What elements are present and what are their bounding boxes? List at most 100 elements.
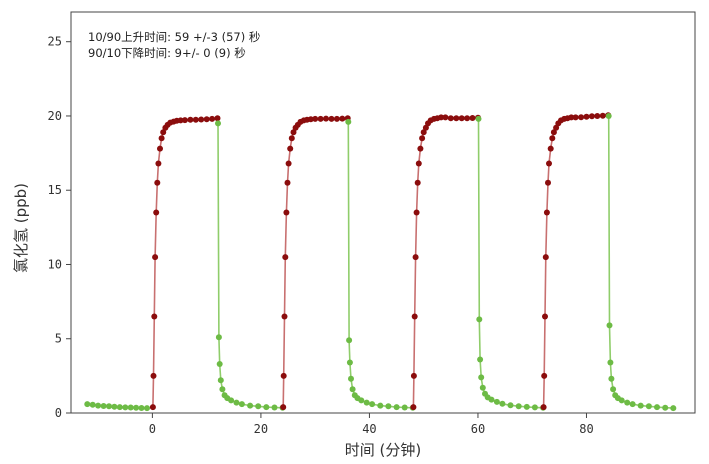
fall-data-point xyxy=(144,405,150,412)
fall-data-point xyxy=(238,401,245,408)
fall-data-point xyxy=(624,399,631,406)
fall-data-point xyxy=(531,404,538,411)
y-tick-label: 25 xyxy=(48,35,62,49)
fall-data-point xyxy=(84,401,91,408)
rise-data-point xyxy=(417,145,424,152)
fall-data-point xyxy=(116,404,123,411)
rise-data-point xyxy=(413,209,420,216)
fall-data-point xyxy=(358,397,365,404)
fall-data-point xyxy=(247,402,254,409)
fall-data-point xyxy=(606,322,613,329)
rise-data-point xyxy=(281,313,288,320)
rise-data-point xyxy=(545,179,551,186)
rise-data-point xyxy=(152,254,159,261)
rise-data-point xyxy=(547,145,554,152)
fall-data-point xyxy=(95,402,102,409)
rise-data-point xyxy=(599,112,606,119)
rise-data-point xyxy=(198,116,205,123)
fall-data-point xyxy=(507,402,514,409)
rise-data-point xyxy=(150,372,157,379)
fall-data-point xyxy=(475,115,482,122)
rise-data-point xyxy=(192,116,199,123)
fall-data-point xyxy=(233,399,240,406)
rise-data-point xyxy=(280,372,287,379)
rise-data-point xyxy=(153,209,160,216)
plot-area xyxy=(70,11,696,414)
rise-data-point xyxy=(151,313,158,320)
fall-data-point xyxy=(133,404,140,411)
x-tick-label: 60 xyxy=(471,422,485,436)
rise-data-point xyxy=(410,372,417,379)
fall-data-point xyxy=(654,404,660,411)
rise-data-point xyxy=(588,113,595,120)
y-axis-title: 氯化氢 (ppb) xyxy=(12,183,30,273)
fall-data-point xyxy=(608,375,615,382)
rise-data-point xyxy=(307,116,314,123)
fall-data-point xyxy=(215,334,222,341)
fall-data-point xyxy=(610,386,617,393)
rise-data-point xyxy=(339,115,346,122)
fall-data-point xyxy=(348,375,354,382)
rise-data-point xyxy=(177,117,184,124)
rise-data-point xyxy=(290,129,297,136)
rise-data-point xyxy=(149,404,156,411)
rise-data-point xyxy=(280,404,287,411)
rise-data-point xyxy=(464,115,471,122)
fall-data-point xyxy=(670,405,677,412)
rise-data-point xyxy=(541,372,548,379)
fall-data-point xyxy=(346,359,353,366)
fall-data-point xyxy=(217,377,224,384)
rise-data-point xyxy=(181,117,188,124)
fall-data-point xyxy=(346,337,353,344)
fall-data-point xyxy=(478,374,485,381)
fall-data-point xyxy=(228,397,235,404)
fall-data-point xyxy=(263,404,270,411)
data-series xyxy=(84,112,677,412)
fall-data-point xyxy=(401,404,408,411)
rise-data-point xyxy=(414,179,421,186)
rise-data-point xyxy=(568,114,575,121)
fall-data-point xyxy=(605,113,612,119)
fall-data-point xyxy=(122,404,129,411)
rise-data-point xyxy=(549,135,556,142)
fall-data-point xyxy=(271,404,278,411)
rise-data-point xyxy=(542,313,548,320)
fall-data-point xyxy=(106,403,112,410)
x-tick-label: 0 xyxy=(149,422,156,436)
rise-data-point xyxy=(420,129,427,136)
rise-data-point xyxy=(572,114,579,121)
annotation-fall-time: 90/10下降时间: 9+/- 0 (9) 秒 xyxy=(88,46,246,60)
fall-data-point xyxy=(100,403,107,409)
fall-data-point xyxy=(618,397,625,404)
rise-data-point xyxy=(209,115,216,122)
fall-data-point xyxy=(377,402,384,409)
fall-data-point xyxy=(515,403,522,410)
y-tick-label: 0 xyxy=(55,406,62,420)
rise-data-point xyxy=(453,115,460,122)
rise-data-point xyxy=(288,135,295,142)
fall-data-point xyxy=(662,404,669,411)
rise-data-point xyxy=(187,116,194,123)
rise-data-point xyxy=(287,145,294,152)
rise-data-point xyxy=(333,115,340,122)
fall-data-point xyxy=(493,398,500,405)
fall-data-point xyxy=(349,386,356,393)
fall-data-point xyxy=(385,403,392,410)
rise-data-point xyxy=(214,115,221,122)
rise-data-point xyxy=(282,254,289,261)
rise-data-point xyxy=(419,135,426,142)
x-tick-label: 20 xyxy=(254,422,268,436)
rise-data-point xyxy=(458,115,465,122)
rise-data-point xyxy=(155,160,162,167)
rise-data-point xyxy=(583,113,590,120)
rise-data-point xyxy=(154,179,161,186)
y-tick-label: 5 xyxy=(55,332,62,346)
fall-data-point xyxy=(523,403,530,410)
rise-data-point xyxy=(550,129,557,136)
fall-data-point xyxy=(111,403,118,410)
rise-data-point xyxy=(412,254,419,261)
x-tick-label: 80 xyxy=(579,422,593,436)
x-axis-title: 时间 (分钟) xyxy=(345,441,421,459)
rise-data-point xyxy=(317,115,324,122)
